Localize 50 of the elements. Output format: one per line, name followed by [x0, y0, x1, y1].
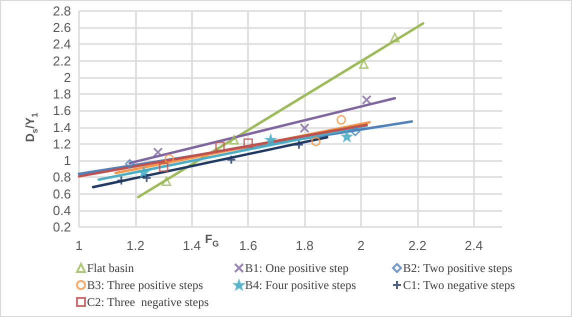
point: [266, 134, 276, 145]
y-tick-label: 1.6: [52, 103, 71, 118]
point: [350, 126, 360, 136]
point: [300, 123, 310, 134]
point: [359, 59, 369, 69]
y-tick-label: 1.2: [52, 136, 71, 152]
point: [153, 147, 163, 158]
x-tick-label: 1.6: [239, 238, 258, 253]
x-tick-label: 1.8: [296, 238, 314, 253]
point: [311, 136, 321, 146]
point: [125, 159, 135, 169]
y-tick-label: 2.2: [52, 53, 71, 68]
y-tick-label: 0.4: [52, 202, 71, 218]
x-tick-label: 2: [357, 238, 365, 253]
y-tick-label: 1.8: [52, 86, 71, 102]
legend-label: C1: Two negative steps: [403, 278, 516, 292]
x-tick-label: 2.2: [408, 238, 426, 253]
x-tick-label: 2.4: [464, 238, 483, 253]
y-tick-label: 2.4: [52, 36, 71, 52]
point: [390, 32, 400, 42]
legend-label: B1: One positive step: [245, 261, 349, 275]
point: [162, 176, 172, 186]
point: [215, 142, 225, 152]
x-tick-label: 1.2: [126, 238, 144, 253]
point: [243, 138, 253, 148]
legend-label: Flat basin: [87, 261, 134, 275]
x-axis-title: F$_{G}$: [205, 232, 219, 250]
legend-label: C2: Three negative steps: [87, 295, 210, 309]
legend-label: B3: Three positive steps: [87, 278, 204, 292]
y-tick-label: 1: [64, 153, 71, 168]
legend-label: B4: Four positive steps: [245, 278, 356, 292]
y-tick-label: 2.6: [52, 20, 71, 36]
x-tick-label: 1.4: [182, 238, 201, 253]
point: [229, 135, 239, 145]
x-tick-label: 1: [75, 238, 83, 253]
point: [164, 154, 174, 164]
point: [142, 173, 152, 183]
legend-label: B2: Two positive steps: [403, 261, 513, 275]
y-tick-label: 1.4: [52, 120, 71, 135]
y-tick-label: 2.8: [52, 4, 71, 18]
point: [158, 162, 168, 172]
point: [226, 154, 236, 165]
point: [138, 167, 149, 178]
y-tick-label: 0.8: [52, 170, 71, 185]
point: [336, 115, 346, 125]
y-tick-label: 2: [64, 70, 71, 85]
y-tick-label: 0.6: [52, 186, 71, 202]
point: [362, 94, 372, 105]
point: [294, 140, 304, 150]
y-tick-label: 0.2: [52, 220, 71, 234]
